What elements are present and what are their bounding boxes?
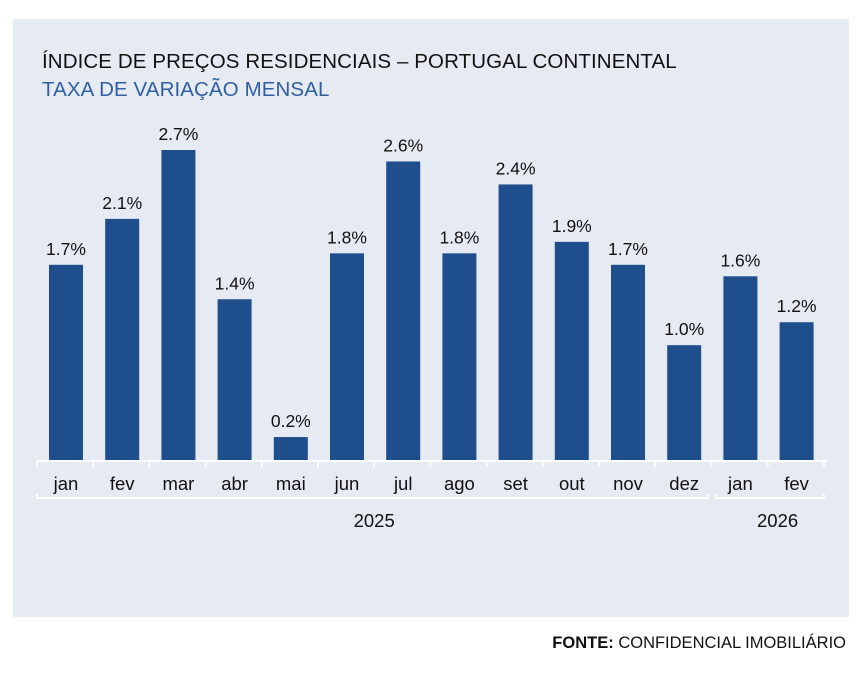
data-label-3: 2.7% bbox=[158, 124, 198, 144]
data-label-11: 1.7% bbox=[608, 239, 648, 259]
chart-panel bbox=[13, 19, 849, 617]
year-bracket-2026 bbox=[714, 494, 825, 499]
category-label-14: fev bbox=[784, 473, 809, 494]
data-label-12: 1.0% bbox=[664, 319, 704, 339]
category-label-11: nov bbox=[613, 473, 644, 494]
bar-3 bbox=[161, 150, 196, 460]
category-label-4: abr bbox=[221, 473, 248, 494]
category-label-8: ago bbox=[444, 473, 475, 494]
category-label-2: fev bbox=[110, 473, 135, 494]
bar-8 bbox=[442, 253, 477, 460]
category-label-5: mai bbox=[276, 473, 306, 494]
data-label-9: 2.4% bbox=[496, 158, 536, 178]
year-bracket-2025 bbox=[36, 494, 709, 499]
bar-14 bbox=[779, 322, 814, 460]
category-label-10: out bbox=[559, 473, 585, 494]
category-label-1: jan bbox=[53, 473, 79, 494]
chart-subtitle: TAXA DE VARIAÇÃO MENSAL bbox=[42, 78, 330, 101]
bar-11 bbox=[611, 264, 645, 460]
bar-4 bbox=[217, 299, 252, 460]
data-label-8: 1.8% bbox=[439, 227, 479, 247]
source-text: CONFIDENCIAL IMOBILIÁRIO bbox=[618, 634, 846, 652]
category-label-6: jun bbox=[334, 473, 360, 494]
category-label-9: set bbox=[503, 473, 528, 494]
category-label-12: dez bbox=[669, 473, 699, 494]
bar-10 bbox=[554, 241, 589, 460]
data-label-1: 1.7% bbox=[46, 239, 86, 259]
data-label-13: 1.6% bbox=[720, 250, 760, 270]
source-label: FONTE: bbox=[552, 634, 614, 652]
data-label-14: 1.2% bbox=[777, 296, 817, 316]
category-label-3: mar bbox=[162, 473, 194, 494]
category-label-7: jul bbox=[393, 473, 413, 494]
bar-9 bbox=[498, 184, 533, 460]
data-label-5: 0.2% bbox=[271, 411, 311, 431]
year-label-2026: 2026 bbox=[757, 510, 798, 531]
data-label-4: 1.4% bbox=[215, 273, 255, 293]
source-note: FONTE: CONFIDENCIAL IMOBILIÁRIO bbox=[552, 634, 846, 653]
data-label-7: 2.6% bbox=[383, 135, 423, 155]
bar-13 bbox=[723, 276, 758, 460]
bar-2 bbox=[105, 218, 140, 460]
data-label-10: 1.9% bbox=[552, 216, 592, 236]
year-label-2025: 2025 bbox=[354, 510, 395, 531]
bar-6 bbox=[330, 253, 364, 460]
data-label-6: 1.8% bbox=[327, 227, 367, 247]
bar-7 bbox=[386, 161, 421, 460]
data-label-2: 2.1% bbox=[102, 193, 142, 213]
category-label-13: jan bbox=[727, 473, 753, 494]
chart-title: ÍNDICE DE PREÇOS RESIDENCIAIS – PORTUGAL… bbox=[42, 50, 677, 73]
bar-12 bbox=[667, 345, 702, 460]
bar-5 bbox=[273, 437, 308, 460]
bar-1 bbox=[49, 264, 83, 460]
